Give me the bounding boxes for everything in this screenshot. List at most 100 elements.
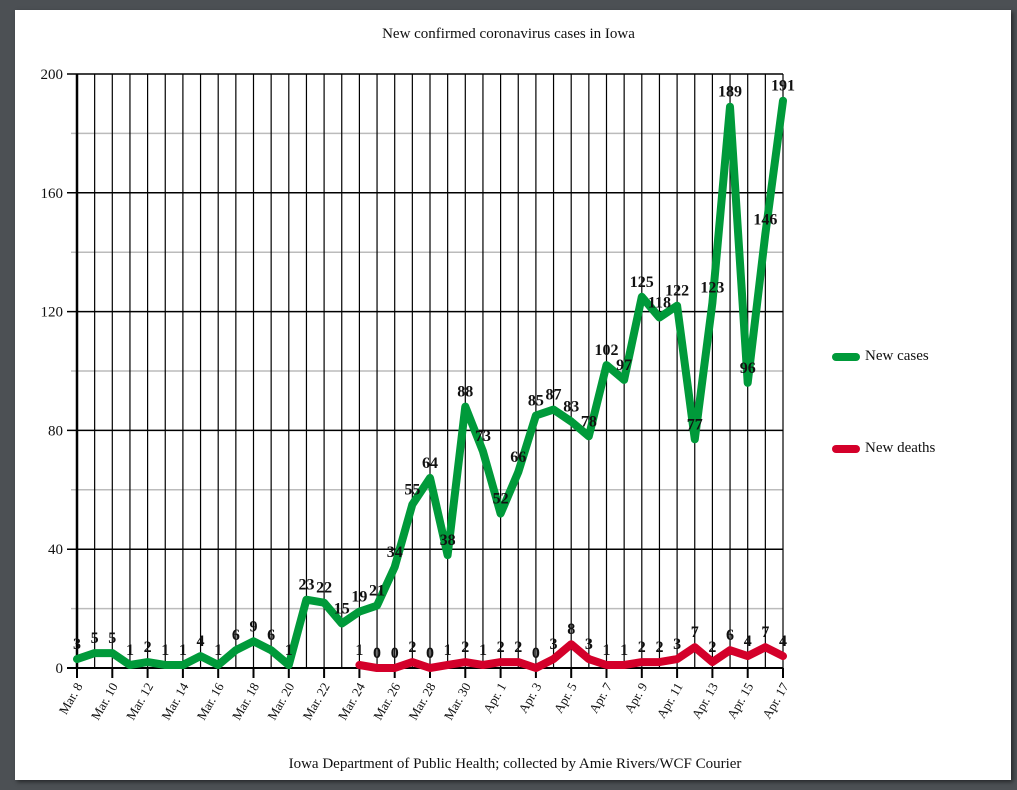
- x-tick-label: Mar. 14: [158, 680, 191, 723]
- data-label: 7: [761, 624, 769, 641]
- legend-swatch-red: [832, 444, 860, 453]
- data-label: 97: [616, 357, 632, 374]
- data-label: 1: [355, 642, 363, 659]
- data-label: 2: [655, 639, 663, 656]
- data-label: 189: [718, 84, 742, 101]
- y-tick-label: 120: [41, 305, 64, 321]
- data-label: 38: [440, 532, 456, 549]
- data-label: 64: [422, 455, 438, 472]
- data-label: 1: [479, 642, 487, 659]
- data-label: 6: [232, 627, 240, 644]
- new-deaths-line: [355, 640, 787, 672]
- x-tick-label: Apr. 3: [515, 680, 544, 716]
- data-label: 1: [214, 642, 222, 659]
- y-tick-label: 0: [56, 661, 64, 677]
- y-tick-label: 40: [48, 542, 63, 558]
- data-label: 3: [73, 636, 81, 653]
- x-tick-label: Apr. 11: [653, 680, 685, 721]
- data-label: 88: [457, 384, 473, 401]
- y-tick-label: 80: [48, 423, 63, 439]
- data-label: 34: [387, 544, 403, 561]
- legend-item-new-deaths: New deaths: [832, 440, 935, 457]
- chart-title: New confirmed coronavirus cases in Iowa: [382, 26, 635, 42]
- x-tick-label: Mar. 8: [56, 680, 86, 717]
- source-credit: Iowa Department of Public Health; collec…: [288, 756, 742, 772]
- data-label: 19: [351, 589, 367, 606]
- x-tick-label: Mar. 12: [123, 680, 156, 723]
- x-tick-label: Mar. 28: [405, 680, 438, 723]
- data-label: 2: [708, 639, 716, 656]
- data-label: 1: [603, 642, 611, 659]
- x-tick-label: Mar. 20: [264, 680, 297, 723]
- y-tick-label: 200: [41, 67, 64, 83]
- data-label: 96: [740, 360, 756, 377]
- data-label: 6: [267, 627, 275, 644]
- data-label: 4: [779, 633, 787, 650]
- data-label: 5: [91, 630, 99, 647]
- data-label: 0: [391, 645, 399, 662]
- data-label: 1: [285, 642, 293, 659]
- data-label: 78: [581, 413, 597, 430]
- data-label: 102: [595, 342, 619, 359]
- data-label: 3: [550, 636, 558, 653]
- x-tick-label: Mar. 30: [441, 680, 474, 723]
- x-tick-label: Mar. 10: [88, 680, 121, 723]
- data-label: 2: [144, 639, 152, 656]
- data-label: 52: [493, 491, 509, 508]
- data-label: 3: [673, 636, 681, 653]
- data-label: 83: [563, 398, 579, 415]
- data-label: 9: [250, 618, 258, 635]
- new-cases-line: [73, 96, 787, 669]
- data-label: 6: [726, 627, 734, 644]
- x-tick-label: Apr. 7: [586, 680, 615, 716]
- data-label: 2: [408, 639, 416, 656]
- data-label: 122: [665, 283, 689, 300]
- data-label: 2: [638, 639, 646, 656]
- data-label: 55: [404, 482, 420, 499]
- legend-label: New deaths: [865, 440, 936, 456]
- data-label: 8: [567, 621, 575, 638]
- data-label: 191: [771, 78, 795, 95]
- data-label: 87: [546, 387, 562, 404]
- x-tick-label: Apr. 15: [724, 680, 756, 721]
- data-label: 146: [753, 211, 777, 228]
- x-tick-label: Apr. 5: [551, 680, 580, 716]
- data-label: 123: [700, 280, 724, 297]
- data-label: 0: [373, 645, 381, 662]
- x-tick-label: Apr. 13: [689, 680, 721, 721]
- data-label: 0: [532, 645, 540, 662]
- data-label: 85: [528, 393, 544, 410]
- x-tick-label: Mar. 24: [335, 680, 368, 723]
- data-label: 1: [126, 642, 134, 659]
- data-label: 2: [461, 639, 469, 656]
- legend-swatch-green: [832, 352, 860, 361]
- x-tick-label: Apr. 17: [759, 680, 792, 722]
- data-label: 2: [497, 639, 505, 656]
- legend-item-new-cases: New cases: [832, 348, 929, 365]
- data-label: 1: [161, 642, 169, 659]
- x-tick-label: Apr. 9: [621, 680, 650, 716]
- data-label: 5: [108, 630, 116, 647]
- data-label: 0: [426, 645, 434, 662]
- data-label: 1: [620, 642, 628, 659]
- y-tick-label: 160: [41, 186, 64, 202]
- legend-label: New cases: [865, 348, 929, 364]
- data-label: 77: [687, 416, 703, 433]
- document-page: [15, 10, 1011, 780]
- data-label: 21: [369, 583, 385, 600]
- data-label: 3: [585, 636, 593, 653]
- x-tick-label: Apr. 1: [480, 680, 509, 716]
- data-label: 1: [179, 642, 187, 659]
- data-label: 4: [197, 633, 205, 650]
- x-tick-label: Mar. 26: [370, 680, 403, 723]
- data-label: 2: [514, 639, 522, 656]
- data-label: 4: [744, 633, 752, 650]
- x-tick-label: Mar. 18: [229, 680, 262, 723]
- data-label: 118: [648, 295, 671, 312]
- data-label: 73: [475, 428, 491, 445]
- data-label: 15: [334, 600, 350, 617]
- data-label: 1: [444, 642, 452, 659]
- x-tick-label: Mar. 16: [194, 680, 227, 723]
- data-label: 66: [510, 449, 526, 466]
